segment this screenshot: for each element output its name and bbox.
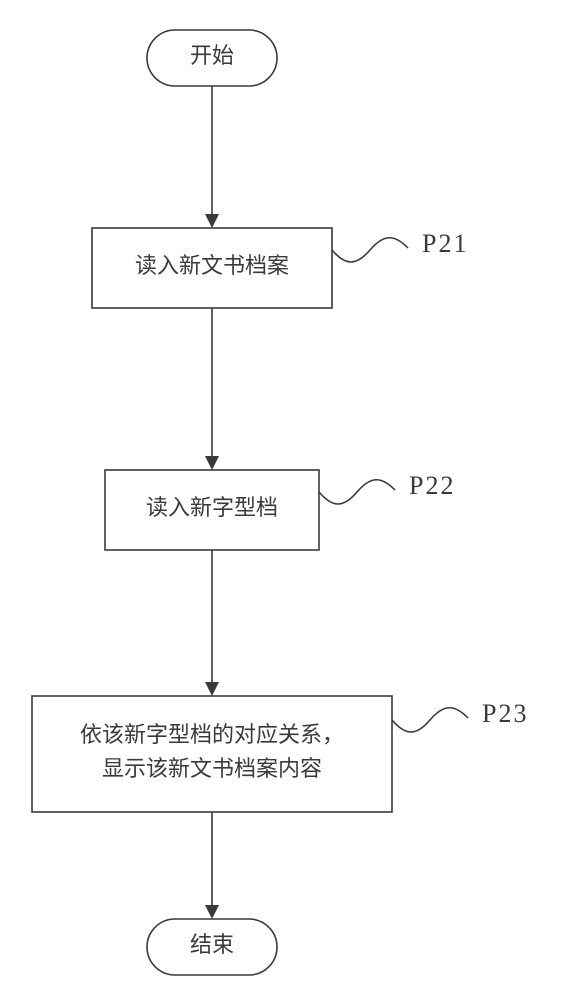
flowchart-canvas: 开始读入新文书档案 P21 读入新字型档 P22 依该新字型档的对应关系， 显示该新文书档… bbox=[0, 0, 572, 1000]
callout-squiggle bbox=[332, 238, 408, 262]
step-label: P22 bbox=[409, 471, 455, 500]
node-end: 结束 bbox=[147, 919, 277, 975]
edge-arrowhead bbox=[205, 214, 219, 228]
node-text: 读入新字型档 bbox=[146, 495, 278, 520]
edge-arrowhead bbox=[205, 905, 219, 919]
node-text: 读入新文书档案 bbox=[135, 253, 289, 278]
node-p21: 读入新文书档案 P21 bbox=[92, 228, 468, 308]
node-text: 结束 bbox=[190, 932, 234, 957]
process-shape bbox=[32, 696, 392, 812]
node-text: 显示该新文书档案内容 bbox=[102, 756, 322, 781]
callout-squiggle bbox=[392, 708, 468, 732]
node-p22: 读入新字型档 P22 bbox=[105, 470, 455, 550]
edge-arrowhead bbox=[205, 456, 219, 470]
step-label: P23 bbox=[482, 699, 528, 728]
node-start: 开始 bbox=[147, 30, 277, 86]
node-text: 依该新字型档的对应关系， bbox=[80, 722, 344, 747]
node-text: 开始 bbox=[190, 43, 234, 68]
edge-arrowhead bbox=[205, 682, 219, 696]
step-label: P21 bbox=[422, 229, 468, 258]
node-p23: 依该新字型档的对应关系， 显示该新文书档案内容 P23 bbox=[32, 696, 528, 812]
callout-squiggle bbox=[319, 480, 395, 504]
